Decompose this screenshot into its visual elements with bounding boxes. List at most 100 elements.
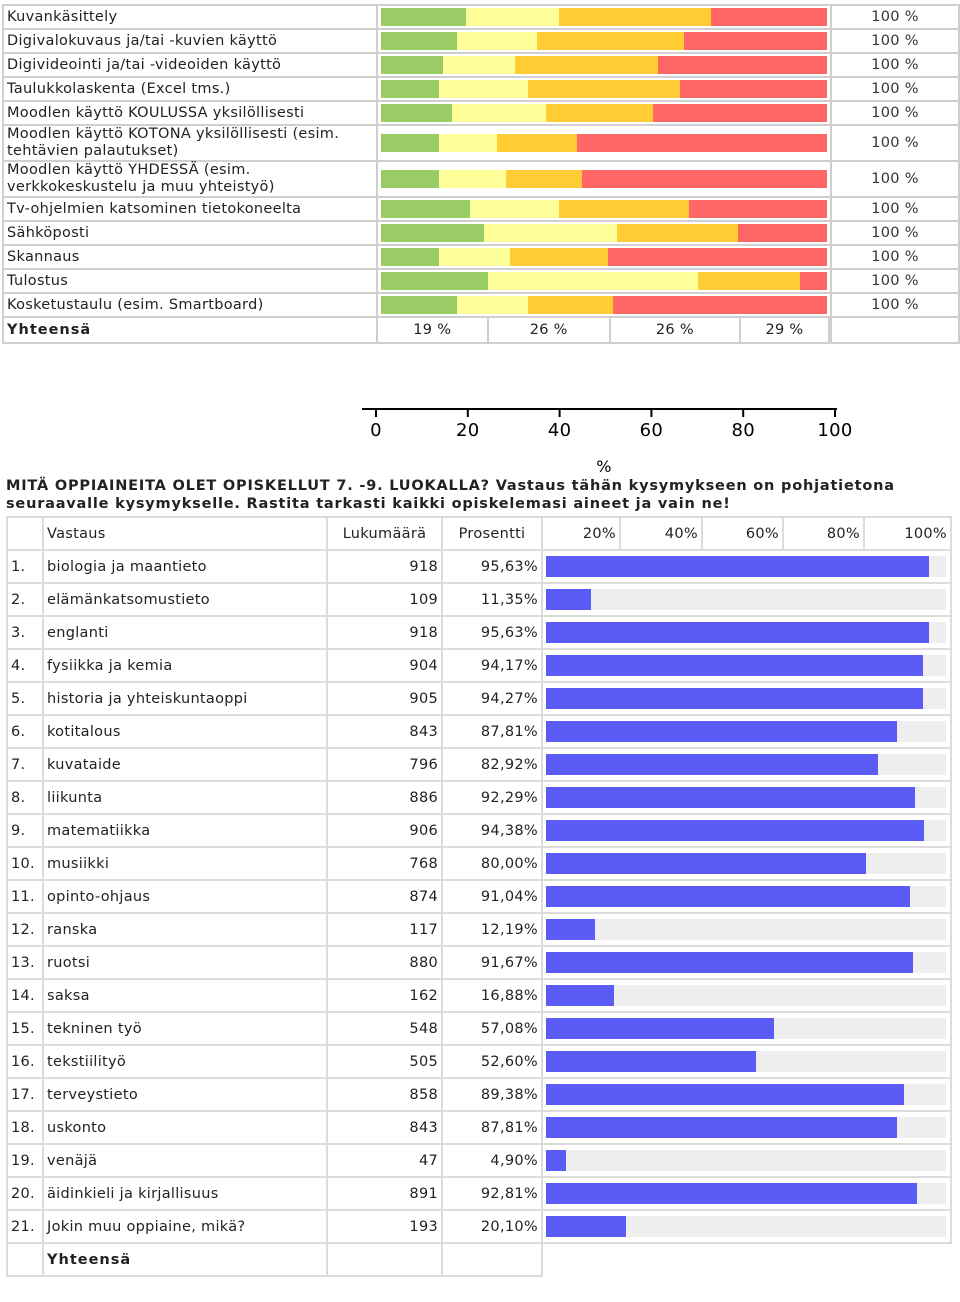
bar-segment [470,200,560,218]
answers-table: Vastaus Lukumäärä Prosentti 20% 40% 60% 80% 100… [6,516,952,1277]
bar-segment [737,224,827,242]
answer-count: 843 [326,714,443,749]
summary-cells: 19 % 26 % 26 % 29 % [378,318,831,342]
row-total: 100 % [830,160,960,198]
bar-segment [653,104,827,122]
answer-label: musiikki [42,846,328,881]
bar-cell [376,4,832,30]
bar-track [546,787,946,808]
bar-segment [657,56,827,74]
bar-track [546,886,946,907]
stacked-bar [381,104,827,122]
answer-count: 109 [326,582,443,617]
answer-row: 14. saksa 162 16,88% [6,978,952,1013]
bar [546,1216,627,1237]
answer-count: 843 [326,1110,443,1145]
header-cell: Prosentti [441,516,543,551]
bar-segment [381,8,466,26]
bar-cell [376,76,832,102]
answer-percent: 87,81% [441,714,543,749]
bar-segment [528,80,680,98]
question: MITÄ OPPIAINEITA OLET OPISKELLUT 7. -9. … [6,478,895,512]
bar-track [546,985,946,1006]
bar-segment [381,224,484,242]
bar-segment [381,170,439,188]
answer-row: 11. opinto-ohjaus 874 91,04% [6,879,952,914]
bar-segment [617,224,738,242]
row-total: 100 % [830,76,960,102]
stacked-bar [381,80,827,98]
row-number: 15. [6,1011,44,1046]
bar-segment [381,296,457,314]
answer-label: matematiikka [42,813,328,848]
row-label: Digivalokuvaus ja/tai -kuvien käyttö [2,28,378,54]
row-number: 16. [6,1044,44,1079]
row-number: 10. [6,846,44,881]
bar-segment [546,104,654,122]
header-cell: 40% [619,516,703,551]
answer-percent: 92,81% [441,1176,543,1211]
stacked-bar [381,248,827,266]
answer-row: 7. kuvataide 796 82,92% [6,747,952,782]
answer-label: tekninen työ [42,1011,328,1046]
bar-cell [541,846,952,881]
bar-cell [376,292,832,318]
row-number: 11. [6,879,44,914]
answer-label: äidinkieli ja kirjallisuus [42,1176,328,1211]
total-row: Yhteensä [6,1242,951,1277]
bar-cell [541,747,952,782]
header-cell: 80% [782,516,865,551]
row-total: 100 % [830,52,960,78]
row-number: 6. [6,714,44,749]
bar-segment [443,56,515,74]
bar-cell [541,1077,952,1112]
row: Moodlen käyttö KOULUSSA yksilöllisesti 10… [2,100,960,126]
bar-track [546,589,946,610]
bar-segment [528,296,613,314]
bar-segment [465,8,560,26]
answer-percent: 12,19% [441,912,543,947]
bar-segment [559,8,712,26]
row-number: 21. [6,1209,44,1244]
summary-value: 26 % [611,318,741,342]
row-number: 2. [6,582,44,617]
bar-segment [381,104,453,122]
bar [546,1084,904,1105]
answer-count: 891 [326,1176,443,1211]
bar-segment [381,134,439,152]
row-label: Kosketustaulu (esim. Smartboard) [2,292,378,318]
answer-row: 12. ranska 117 12,19% [6,912,952,947]
answer-count: 162 [326,978,443,1013]
answer-label: uskonto [42,1110,328,1145]
bar-track [546,1150,946,1171]
bar-cell [541,813,952,848]
bar [546,820,924,841]
answer-label: liikunta [42,780,328,815]
answer-row: 15. tekninen työ 548 57,08% [6,1011,952,1046]
bar-track [546,1051,946,1072]
row-number: 4. [6,648,44,683]
answer-row: 20. äidinkieli ja kirjallisuus 891 92,81% [6,1176,952,1211]
header-empty [6,516,44,551]
bar-segment [577,134,827,152]
answer-percent: 20,10% [441,1209,543,1244]
bar-cell [541,648,952,683]
bar-track [546,1018,946,1039]
bar-segment [559,200,689,218]
answer-percent: 16,88% [441,978,543,1013]
row-number: 7. [6,747,44,782]
bar-segment [537,32,685,50]
bar-segment [688,200,827,218]
bar-cell [541,945,952,980]
bar-segment [711,8,827,26]
answer-row: 9. matematiikka 906 94,38% [6,813,952,848]
answer-row: 2. elämänkatsomustieto 109 11,35% [6,582,952,617]
stacked-bar [381,56,827,74]
bar-cell [376,124,832,162]
row-total: 100 % [830,28,960,54]
row-label: Taulukkolaskenta (Excel tms.) [2,76,378,102]
bar-segment [581,170,827,188]
bar [546,919,595,940]
answer-row: 3. englanti 918 95,63% [6,615,952,650]
